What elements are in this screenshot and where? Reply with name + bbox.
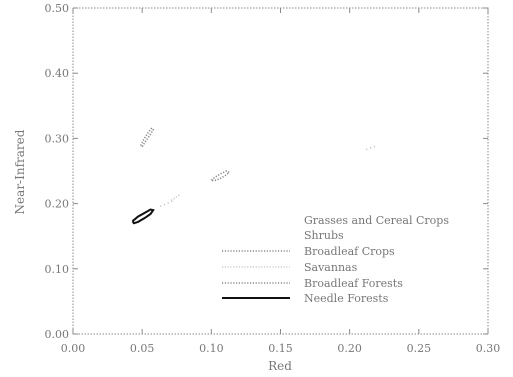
x-tick-label: 0.25 xyxy=(407,342,432,355)
legend-label: Needle Forests xyxy=(304,292,389,305)
y-tick-label: 0.30 xyxy=(45,132,70,145)
plot-frame xyxy=(72,7,489,335)
series-line xyxy=(366,144,378,151)
x-tick-label: 0.30 xyxy=(476,342,501,355)
y-tick-label: 0.00 xyxy=(45,328,70,341)
x-tick-label: 0.00 xyxy=(61,342,86,355)
axis-ticks: 0.00 0.05 0.10 0.15 0.20 0.25 0.30 0.00 0.10 0.20… xyxy=(45,2,501,355)
series-line xyxy=(159,200,173,207)
y-tick-label: 0.50 xyxy=(45,2,70,15)
legend-label: Broadleaf Crops xyxy=(304,245,395,258)
y-axis-label: Near-Infrared xyxy=(13,129,27,214)
series-line xyxy=(140,126,155,149)
y-tick-label: 0.10 xyxy=(45,263,70,276)
legend-label: Broadleaf Forests xyxy=(304,277,403,290)
x-tick-label: 0.10 xyxy=(199,342,224,355)
series-line xyxy=(131,208,155,225)
series-line xyxy=(170,194,180,201)
legend-label: Savannas xyxy=(304,261,358,274)
legend-label: Grasses and Cereal Crops xyxy=(304,214,449,227)
y-tick-label: 0.20 xyxy=(45,198,70,211)
y-tick-label: 0.40 xyxy=(45,67,70,80)
x-tick-label: 0.20 xyxy=(337,342,362,355)
legend: Grasses and Cereal Crops Shrubs Broadleaf … xyxy=(222,214,449,305)
series-line xyxy=(210,170,231,182)
legend-label: Shrubs xyxy=(304,229,344,242)
series-layer xyxy=(131,126,378,225)
x-tick-label: 0.05 xyxy=(130,342,155,355)
x-tick-label: 0.15 xyxy=(268,342,293,355)
x-axis-label: Red xyxy=(268,359,292,373)
